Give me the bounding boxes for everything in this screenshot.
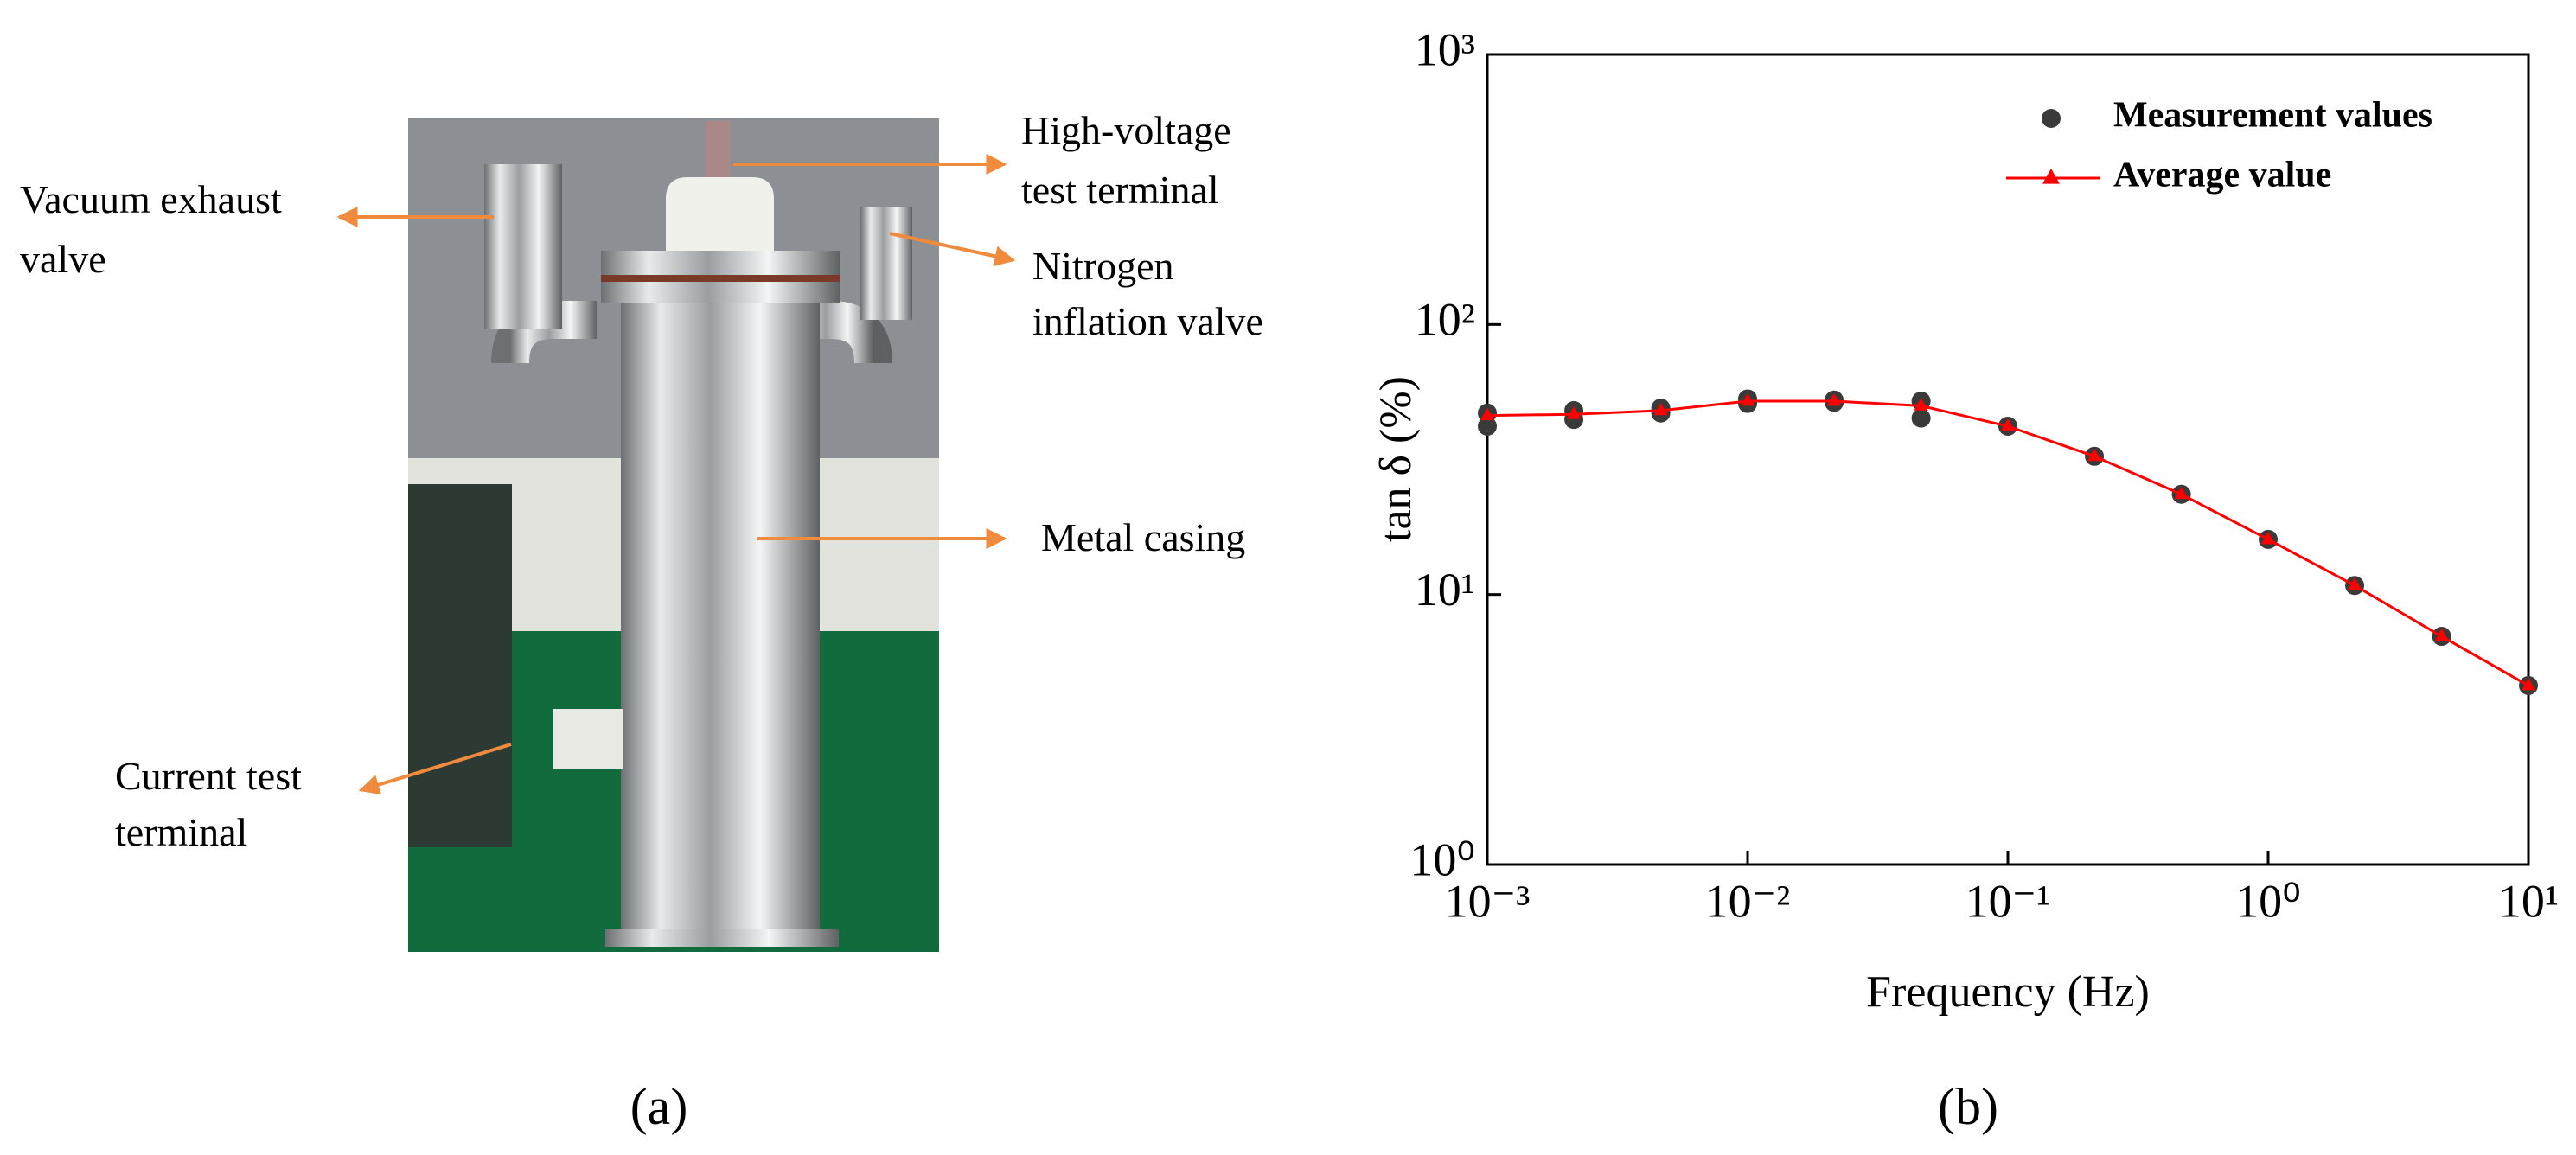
photo [408,118,939,952]
annotation: Nitrogen [1032,244,1174,288]
x-tick-label: 10⁰ [2235,875,2301,927]
panel-label: (b) [1938,1078,1998,1135]
y-axis-label: tan δ (%) [1371,376,1421,542]
panel-label: (a) [630,1078,688,1135]
average-marker [1653,402,1668,416]
average-line [1486,399,2529,687]
annotation: Vacuum exhaust [20,177,282,221]
average-marker [1480,407,1495,421]
x-tick-label: 10⁻¹ [1966,875,2051,927]
annotation: High-voltage [1021,108,1231,152]
annotation: Metal casing [1041,515,1245,559]
measurement-point [1478,417,1497,437]
legend-label: Average value [2113,156,2331,195]
average-marker [2000,418,2016,431]
average-marker [1740,393,1755,406]
plot-frame [1486,53,2530,866]
average-marker [1566,406,1582,419]
average-marker [2521,677,2536,691]
measurement-point [1911,408,1931,428]
y-tick-label: 10³ [1415,23,1475,75]
average-marker [2087,448,2102,462]
annotation: inflation valve [1032,299,1263,343]
annotation: Current test [115,754,302,798]
arrow [889,232,1016,267]
y-tick-label: 10⁰ [1409,833,1475,885]
legend-label: Measurement values [2113,96,2432,136]
annotation: test terminal [1021,168,1219,212]
x-tick-label: 10⁻² [1705,875,1791,927]
average-marker [2260,531,2276,545]
average-marker [2434,629,2449,641]
annotation: terminal [115,810,247,854]
average-marker [1826,393,1842,406]
legend-marker [2042,109,2061,128]
legend-marker [2042,169,2060,184]
y-tick-label: 10² [1415,294,1475,346]
x-tick-label: 10¹ [2498,875,2559,927]
annotation: valve [20,237,106,281]
arrow [358,743,512,795]
annotation-arrows [336,154,1016,795]
average-marker [1914,398,1928,411]
x-axis-label: Frequency (Hz) [1866,967,2150,1017]
average-marker [2174,486,2189,500]
x-tick-label: 10⁻³ [1445,875,1531,927]
y-tick-label: 10¹ [1415,564,1475,616]
average-marker [2347,578,2362,590]
